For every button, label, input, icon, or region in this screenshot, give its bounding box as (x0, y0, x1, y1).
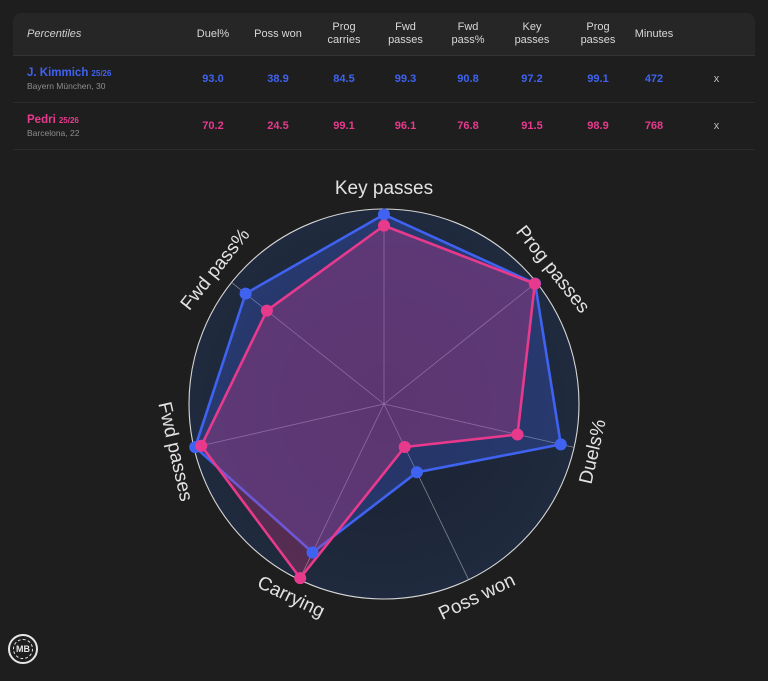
value-minutes: 768 (644, 120, 664, 132)
value-fwd-pass-pct: 76.8 (457, 120, 479, 132)
player-cell: J. Kimmich 25/26 Bayern München, 30 (13, 67, 185, 91)
col-duel-pct[interactable]: Duel% (196, 27, 230, 40)
data-point[interactable] (554, 438, 567, 451)
player-season: 25/26 (91, 69, 112, 78)
value-fwd-passes: 96.1 (394, 120, 417, 132)
data-point[interactable] (511, 428, 524, 441)
player-club-age: Bayern München, 30 (27, 81, 106, 91)
radar-spoke (383, 403, 575, 448)
col-fwd-passes[interactable]: Fwd passes (388, 21, 423, 46)
player-club-age: Barcelona, 22 (27, 128, 80, 138)
value-duel-pct: 70.2 (202, 120, 224, 132)
table-row: J. Kimmich 25/26 Bayern München, 30 93.0… (13, 56, 755, 103)
data-point[interactable] (294, 572, 307, 585)
series-area-kimmich (193, 213, 563, 554)
value-prog-passes: 99.1 (587, 73, 609, 85)
col-minutes[interactable]: Minutes (634, 27, 674, 40)
col-prog-carries[interactable]: Prog carries (327, 21, 361, 46)
player-name[interactable]: Pedri (27, 114, 56, 126)
data-point[interactable] (398, 441, 411, 453)
data-point[interactable] (378, 219, 390, 232)
table-title: Percentiles (27, 27, 82, 40)
radar-spoke (383, 403, 469, 580)
col-prog-passes[interactable]: Prog passes (580, 21, 616, 46)
percentiles-table: Percentiles Duel% Poss won Prog carries … (13, 13, 755, 150)
col-key-passes[interactable]: Key passes (514, 21, 550, 46)
data-point[interactable] (306, 546, 319, 559)
radar-spoke (383, 282, 537, 405)
value-duel-pct: 93.0 (202, 73, 224, 85)
mb-logo-icon: MB (8, 634, 38, 664)
player-name[interactable]: J. Kimmich (27, 67, 89, 79)
player-season: 25/26 (58, 116, 79, 125)
axis-label: Duels% (576, 417, 611, 486)
radar-spoke (231, 282, 385, 405)
value-key-passes: 91.5 (521, 120, 543, 132)
value-poss-won: 38.9 (267, 73, 289, 85)
value-prog-carries: 99.1 (333, 120, 355, 132)
player-cell: Pedri 25/26 Barcelona, 22 (13, 114, 185, 138)
value-fwd-passes: 99.3 (394, 73, 417, 85)
remove-player-button[interactable]: x (713, 120, 720, 132)
col-fwd-pass-pct[interactable]: Fwd pass% (451, 21, 485, 46)
value-prog-carries: 84.5 (333, 73, 355, 85)
remove-player-button[interactable]: x (713, 73, 720, 85)
data-point[interactable] (528, 277, 541, 290)
data-point[interactable] (195, 439, 208, 452)
table-header: Percentiles Duel% Poss won Prog carries … (13, 13, 755, 56)
value-prog-passes: 98.9 (587, 120, 609, 132)
data-point[interactable] (260, 304, 273, 317)
radar-spoke (193, 403, 385, 448)
table-row: Pedri 25/26 Barcelona, 22 70.2 24.5 99.1… (13, 103, 755, 150)
col-poss-won[interactable]: Poss won (254, 27, 302, 40)
series-area-pedri (200, 224, 537, 580)
logo-text: MB (16, 644, 30, 654)
data-point[interactable] (410, 466, 423, 479)
value-poss-won: 24.5 (267, 120, 289, 132)
value-key-passes: 97.2 (521, 73, 543, 85)
value-fwd-pass-pct: 90.8 (457, 73, 479, 85)
axis-label: Key passes (335, 178, 433, 199)
value-minutes: 472 (644, 73, 664, 85)
data-point[interactable] (378, 208, 390, 221)
data-point[interactable] (239, 287, 252, 300)
